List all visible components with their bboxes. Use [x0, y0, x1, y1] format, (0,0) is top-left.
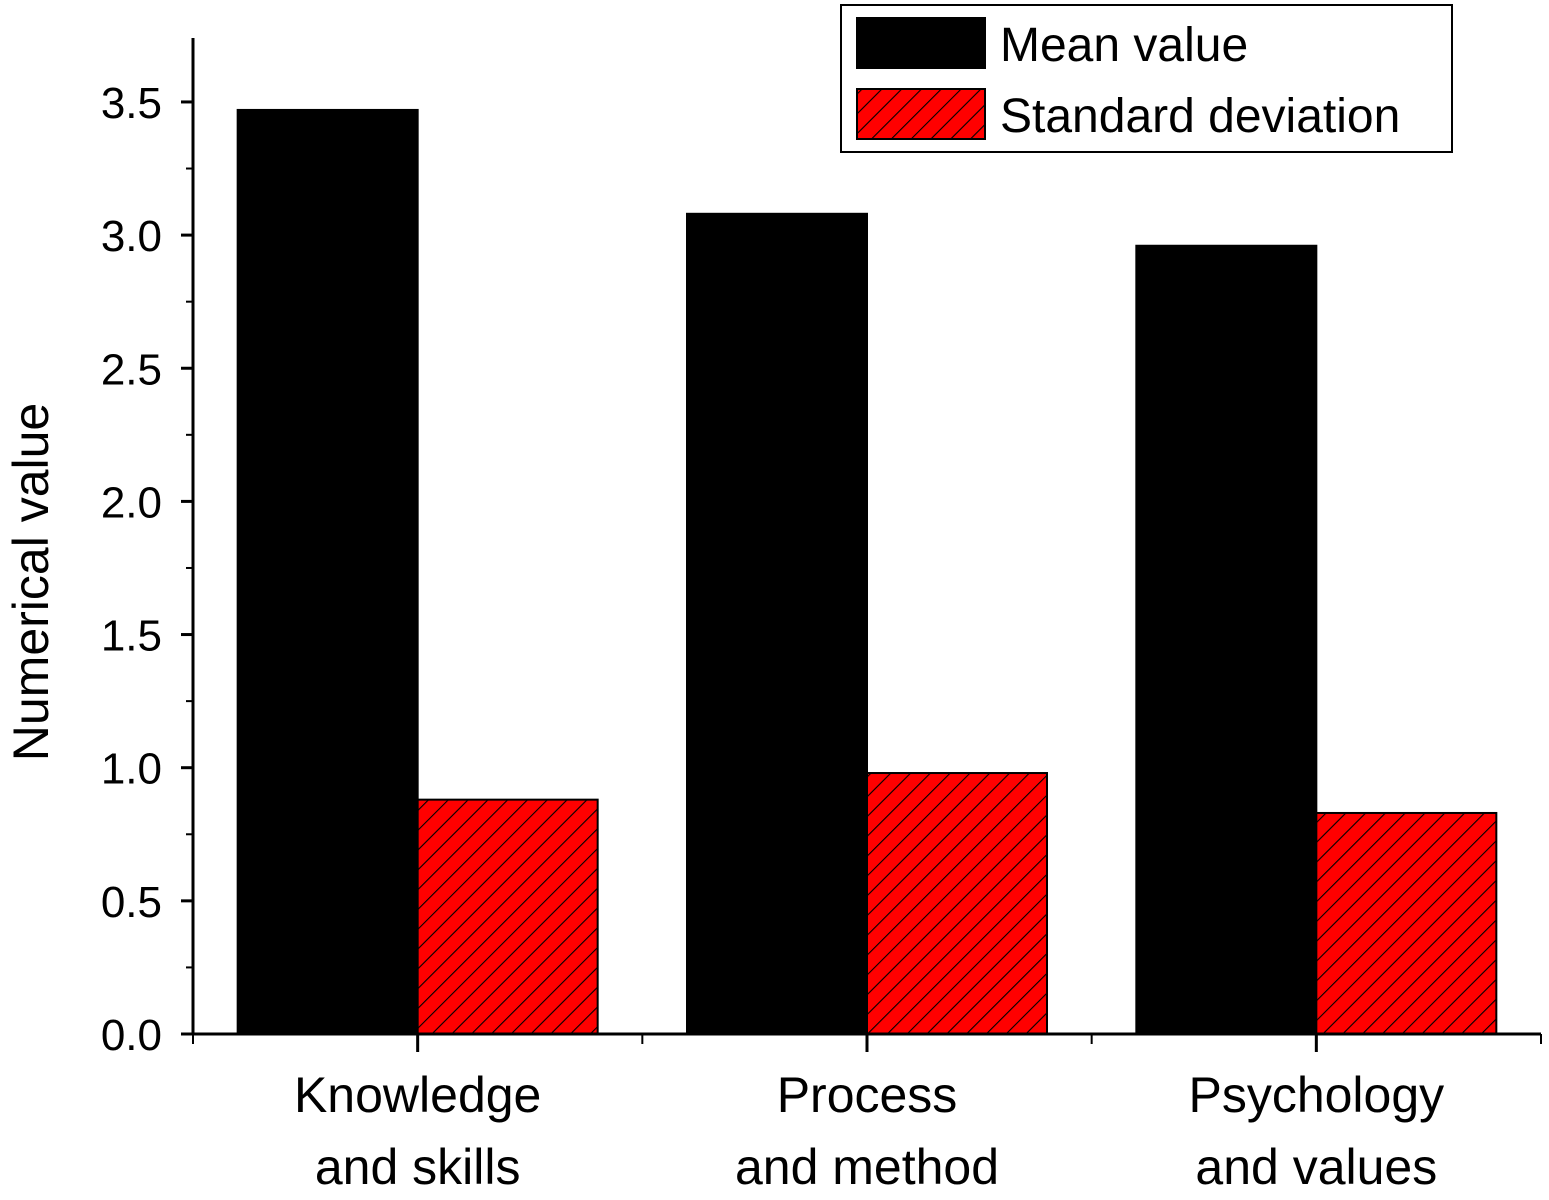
y-tick-label: 2.0: [101, 478, 162, 527]
x-tick-label: Knowledge: [294, 1067, 541, 1123]
y-axis-title: Numerical value: [3, 403, 59, 761]
x-tick-label: and method: [735, 1139, 999, 1195]
legend: Mean value Standard deviation: [840, 4, 1453, 153]
bar-standard-deviation-2: [866, 772, 1048, 1035]
legend-swatch-standard-deviation: [856, 88, 986, 140]
legend-swatch-mean-value: [856, 17, 986, 69]
x-tick-label: and values: [1195, 1139, 1437, 1195]
y-axis-ticks: 0.0 0.5 1.0 1.5 2.0 2.5 3.0 3.5: [101, 79, 193, 1060]
bars-layer: [236, 108, 1498, 1036]
bar-standard-deviation-1: [416, 798, 599, 1035]
y-tick-label: 1.0: [101, 745, 162, 794]
y-tick-label: 3.5: [101, 79, 162, 128]
bar-mean-value-3: [1135, 244, 1318, 1035]
x-tick-label: and skills: [315, 1139, 521, 1195]
y-tick-label: 2.5: [101, 345, 162, 394]
legend-label-mean-value: Mean value: [1000, 19, 1248, 72]
legend-label-standard-deviation: Standard deviation: [1000, 90, 1400, 143]
x-tick-label: Psychology: [1188, 1067, 1444, 1123]
y-tick-label: 0.0: [101, 1011, 162, 1060]
bar-mean-value-2: [686, 212, 868, 1035]
bar-mean-value-1: [236, 108, 419, 1035]
x-axis-ticks: Knowledge and skills Process and method Psyc…: [192, 1034, 1542, 1195]
x-tick-label: Process: [777, 1067, 958, 1123]
y-tick-label: 3.0: [101, 212, 162, 261]
y-tick-label: 1.5: [101, 612, 162, 661]
bar-standard-deviation-3: [1315, 811, 1498, 1036]
y-tick-label: 0.5: [101, 878, 162, 927]
